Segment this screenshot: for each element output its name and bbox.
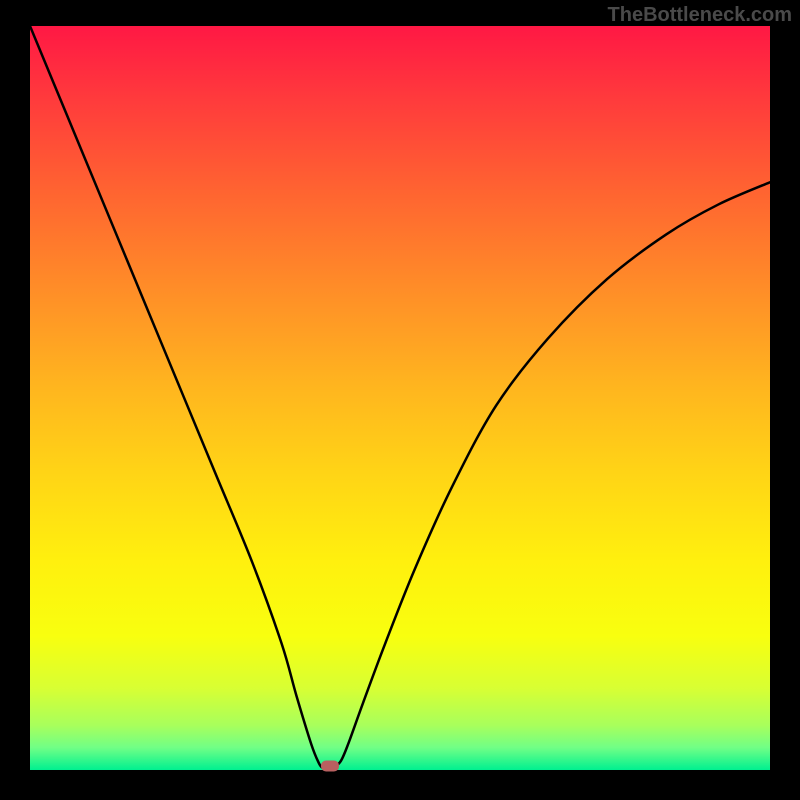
- bottleneck-curve: [30, 26, 770, 770]
- minimum-marker: [321, 760, 339, 771]
- plot-area: [30, 26, 770, 770]
- chart-container: TheBottleneck.com: [0, 0, 800, 800]
- watermark-text: TheBottleneck.com: [608, 4, 792, 27]
